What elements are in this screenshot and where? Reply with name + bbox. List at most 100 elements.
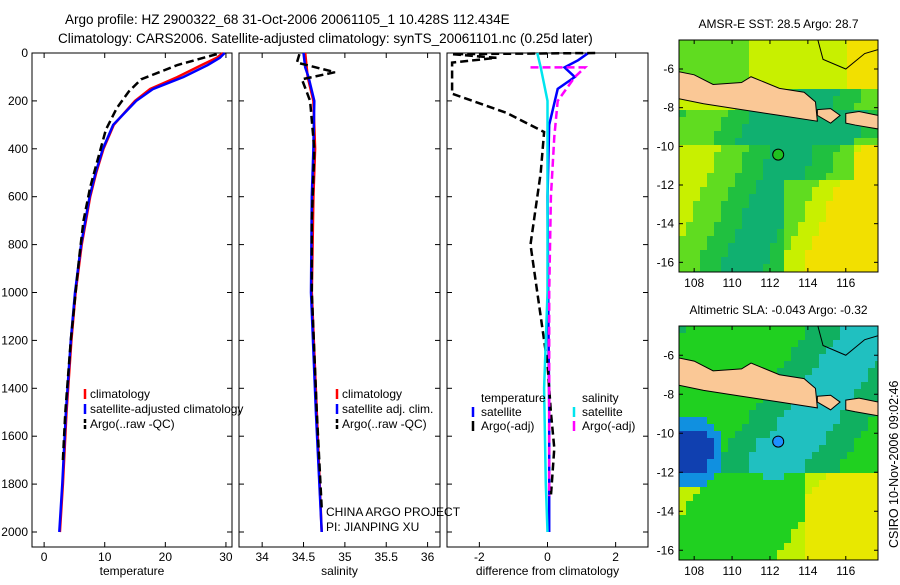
- map-cell: [770, 138, 777, 145]
- map-cell: [693, 557, 700, 560]
- map-cell: [756, 208, 763, 215]
- map-cell: [700, 124, 707, 131]
- map-cell: [770, 159, 777, 166]
- map-cell: [714, 557, 721, 560]
- map-cell: [833, 222, 840, 229]
- map-cell: [868, 257, 875, 264]
- map-cell: [707, 166, 714, 173]
- map-cell: [805, 361, 812, 368]
- map-cell: [679, 236, 686, 243]
- map-cell: [735, 250, 742, 257]
- map-cell: [868, 431, 875, 438]
- map-cell: [770, 361, 777, 368]
- map-cell: [707, 243, 714, 250]
- map-cell: [693, 208, 700, 215]
- map-cell: [700, 410, 707, 417]
- map-cell: [763, 452, 770, 459]
- map-cell: [770, 557, 777, 560]
- map-cell: [686, 403, 693, 410]
- map-cell: [819, 166, 826, 173]
- map-cell: [735, 208, 742, 215]
- x-tick-label: 34.5: [292, 550, 316, 564]
- map-cell: [728, 159, 735, 166]
- map-cell: [721, 215, 728, 222]
- map-cell: [861, 333, 868, 340]
- map-cell: [819, 515, 826, 522]
- map-cell: [854, 124, 861, 131]
- map-cell: [854, 201, 861, 208]
- map-cell: [861, 236, 868, 243]
- map-cell: [721, 508, 728, 515]
- map-field: [679, 326, 878, 560]
- map-cell: [756, 417, 763, 424]
- map-cell: [686, 215, 693, 222]
- map-cell: [756, 250, 763, 257]
- map-cell: [861, 180, 868, 187]
- y-tick-label: 1000: [1, 286, 28, 300]
- map-cell: [868, 208, 875, 215]
- map-cell: [770, 229, 777, 236]
- map-cell: [679, 180, 686, 187]
- map-cell: [875, 326, 878, 333]
- map-cell: [784, 473, 791, 480]
- map-cell: [721, 54, 728, 61]
- map-cell: [868, 145, 875, 152]
- map-cell: [693, 47, 700, 54]
- map-cell: [763, 466, 770, 473]
- map-cell: [728, 257, 735, 264]
- map-cell: [805, 145, 812, 152]
- map-cell: [826, 466, 833, 473]
- map-cell: [707, 159, 714, 166]
- map-cell: [833, 536, 840, 543]
- map-cell: [763, 40, 770, 47]
- map-cell: [791, 354, 798, 361]
- map-cell: [784, 257, 791, 264]
- map-cell: [840, 257, 847, 264]
- map-cell: [756, 466, 763, 473]
- map-cell: [735, 243, 742, 250]
- map-cell: [868, 508, 875, 515]
- map-cell: [728, 417, 735, 424]
- map-cell: [770, 529, 777, 536]
- map-cell: [861, 222, 868, 229]
- map-cell: [812, 159, 819, 166]
- map-cell: [721, 159, 728, 166]
- map-cell: [763, 522, 770, 529]
- map-cell: [819, 173, 826, 180]
- map-cell: [721, 410, 728, 417]
- map-cell: [840, 201, 847, 208]
- map-cell: [875, 250, 878, 257]
- map-cell: [756, 452, 763, 459]
- map-cell: [721, 326, 728, 333]
- map-cell: [791, 54, 798, 61]
- map-cell: [686, 466, 693, 473]
- map-cell: [805, 54, 812, 61]
- map-cell: [791, 515, 798, 522]
- map-cell: [700, 508, 707, 515]
- map-cell: [763, 152, 770, 159]
- map-cell: [735, 47, 742, 54]
- map-cell: [819, 480, 826, 487]
- map-cell: [861, 89, 868, 96]
- map-cell: [777, 501, 784, 508]
- map-cell: [777, 354, 784, 361]
- map-cell: [868, 110, 875, 117]
- map-cell: [847, 340, 854, 347]
- map-cell: [826, 438, 833, 445]
- map-cell: [868, 152, 875, 159]
- map-cell: [847, 382, 854, 389]
- map-cell: [749, 536, 756, 543]
- map-cell: [763, 340, 770, 347]
- series-line-temperature-satellite: [546, 51, 590, 532]
- map-cell: [693, 117, 700, 124]
- map-cell: [791, 494, 798, 501]
- map-cell: [770, 543, 777, 550]
- map-cell: [728, 501, 735, 508]
- map-cell: [819, 229, 826, 236]
- map-cell: [693, 222, 700, 229]
- map-cell: [812, 487, 819, 494]
- map-cell: [812, 152, 819, 159]
- x-tick-label: 35.5: [375, 550, 399, 564]
- map-cell: [756, 501, 763, 508]
